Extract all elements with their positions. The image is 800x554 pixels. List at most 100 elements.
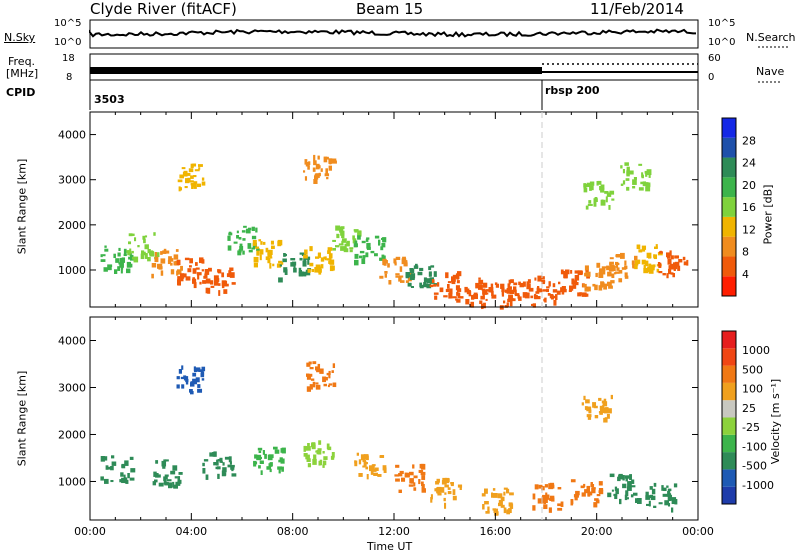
velocity-cell [635,498,638,503]
power-cell [620,183,624,186]
power-colorbar-tick-label: 4 [742,268,749,281]
velocity-colorbar-tick-label: 100 [742,383,763,396]
velocity-cell [626,497,629,500]
velocity-cell [587,415,592,420]
velocity-cell [306,362,311,367]
velocity-cell [259,456,262,460]
power-cell [180,276,184,282]
power-cell [328,260,333,264]
velocity-cell [313,454,317,460]
power-cell [221,280,227,286]
velocity-cell [666,485,669,488]
velocity-colorbar-swatch [722,452,736,470]
power-cell [601,199,604,203]
velocity-cell [274,449,280,454]
velocity-cell [459,485,462,491]
velocity-cell [215,466,218,470]
power-cell [354,259,359,266]
power-cell [423,277,427,283]
power-cell [221,272,225,278]
velocity-cell [176,384,180,389]
power-cell [180,265,183,271]
velocity-cell [231,465,234,472]
power-cell [479,300,483,305]
power-cell [609,263,612,266]
power-cell [548,281,551,287]
power-cell [320,257,325,262]
power-cell [183,170,188,177]
power-cell [659,250,662,254]
power-colorbar-tick-label: 12 [742,223,756,236]
power-cell [314,267,319,273]
power-cell [104,248,109,252]
power-cell [187,177,191,183]
power-cell [201,181,206,186]
power-cell [195,267,200,270]
power-cell [599,268,604,272]
power-cell [127,250,131,256]
power-cell [526,284,531,290]
velocity-cell [541,486,545,491]
power-cell [407,282,412,287]
velocity-cell [447,491,452,495]
power-cell [670,272,674,275]
velocity-cell [494,511,499,516]
power-cell [536,287,540,293]
power-cell [199,281,202,285]
power-cell [640,181,644,185]
velocity-cell [222,467,227,473]
velocity-cell [497,493,503,499]
power-cell [539,288,543,293]
power-cell [245,228,251,234]
velocity-cell [161,460,167,467]
power-cell [583,183,586,188]
velocity-cell [155,460,159,464]
power-cell [189,258,194,264]
power-cell [494,282,498,286]
power-cell [598,285,603,291]
power-cell [317,268,322,273]
velocity-cell [575,490,580,496]
power-cell [354,253,359,259]
power-cell [278,260,282,264]
power-cell [400,280,405,283]
velocity-cell [100,456,105,462]
power-cell [553,300,557,306]
velocity-cell [575,494,579,498]
velocity-cell [303,445,306,452]
power-cell [162,250,167,254]
velocity-cell [111,461,117,466]
velocity-cell [181,384,185,389]
power-cell [361,240,366,244]
power-cell [198,164,203,167]
power-cell [403,262,408,267]
power-cell [491,290,494,296]
power-cell [584,265,589,271]
power-cell [653,254,656,258]
power-cell [365,252,369,258]
freq-trace [90,67,542,74]
power-cell [147,257,151,262]
velocity-cell [599,489,604,495]
velocity-cell [421,481,424,486]
velocity-cell [444,492,447,495]
power-cell [328,165,333,171]
velocity-cell [590,482,593,486]
power-cell [395,275,399,278]
xtick-label: 04:00 [175,525,207,538]
power-cell [589,181,595,186]
velocity-cell [105,465,109,470]
velocity-colorbar-swatch [722,348,736,366]
power-cell [132,233,135,236]
power-cell [140,253,144,260]
power-cell [537,286,540,289]
velocity-cell [421,487,425,493]
power-cell [432,284,437,287]
velocity-colorbar-tick-label: -500 [742,460,767,473]
power-cell [133,256,139,263]
velocity-cell [176,376,180,380]
velocity-cell [121,477,126,484]
power-cell [609,257,614,260]
power-cell [504,289,509,293]
